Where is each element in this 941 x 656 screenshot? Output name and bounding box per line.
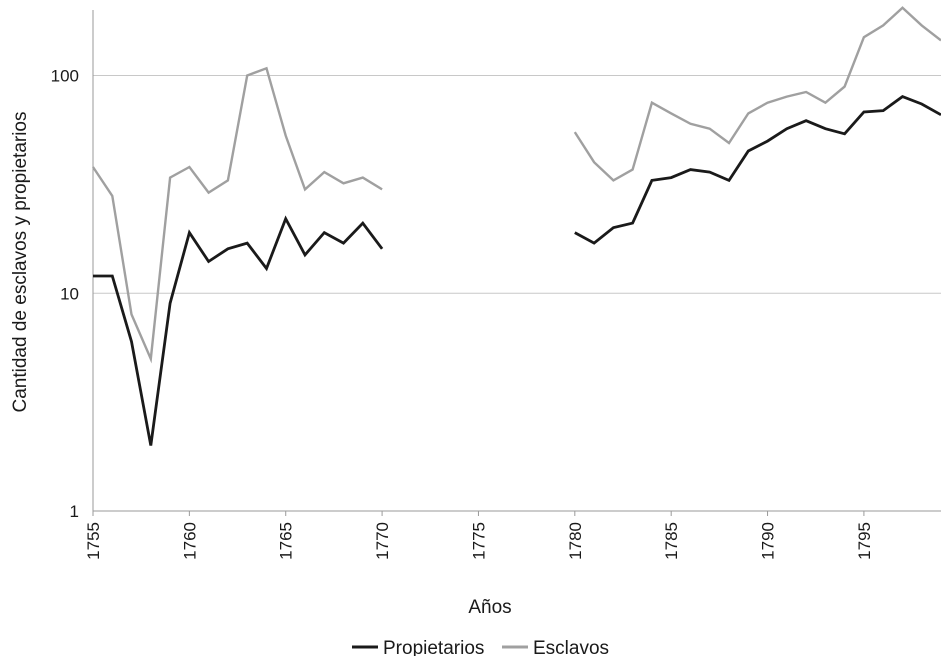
y-tick-label: 10	[60, 284, 79, 303]
series-line-propietarios-segment-1	[574, 95, 941, 245]
series-esclavos	[92, 6, 941, 364]
y-axis-title: Cantidad de esclavos y propietarios	[10, 111, 31, 412]
x-tick-label: 1770	[373, 522, 392, 560]
x-axis-title: Años	[468, 597, 511, 618]
y-tick-label: 1	[70, 502, 79, 521]
series-line-propietarios-segment-0	[93, 215, 384, 446]
axes	[92, 10, 941, 516]
x-tick-label: 1775	[469, 522, 488, 560]
legend-label-propietarios: Propietarios	[383, 638, 484, 656]
series-lines	[92, 6, 941, 446]
x-tick-label: 1785	[662, 522, 681, 560]
series-propietarios	[93, 95, 941, 446]
x-tick-label: 1795	[855, 522, 874, 560]
x-tick-label: 1755	[84, 522, 103, 560]
gridlines	[93, 75, 941, 294]
series-line-esclavos-segment-1	[573, 6, 941, 182]
x-tick-label: 1790	[759, 522, 778, 560]
x-tick-label: 1780	[566, 522, 585, 560]
legend-label-esclavos: Esclavos	[533, 638, 609, 656]
y-tick-label: 100	[51, 67, 79, 86]
x-tick-labels: 1755 1760 1765 1770 1775 1780 1785 1790 1795	[84, 522, 874, 560]
series-line-esclavos-segment-0	[92, 66, 383, 364]
y-tick-labels: 1 10 100	[51, 67, 79, 521]
legend: Propietarios Esclavos	[352, 638, 609, 656]
x-tick-label: 1760	[180, 522, 199, 560]
x-tick-label: 1765	[277, 522, 296, 560]
